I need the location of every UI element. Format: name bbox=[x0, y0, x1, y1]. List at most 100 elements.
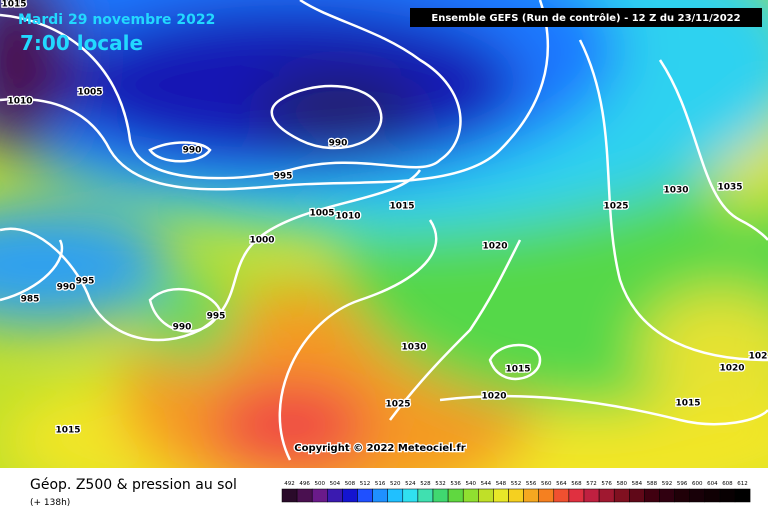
scale-cell bbox=[689, 488, 706, 503]
isobar-label: 990 bbox=[173, 323, 192, 333]
isobar-label: 1010 bbox=[335, 212, 360, 222]
isobar-lines bbox=[0, 0, 768, 461]
scale-label: 496 bbox=[299, 481, 310, 487]
isobar-label: 1015 bbox=[389, 202, 414, 212]
scale-cell bbox=[432, 488, 449, 503]
run-info: Ensemble GEFS (Run de contrôle) - 12 Z d… bbox=[431, 12, 740, 24]
scale-label: 596 bbox=[677, 481, 688, 487]
scale-label: 548 bbox=[496, 481, 507, 487]
isobar-label: 1035 bbox=[717, 183, 742, 193]
scale-cell bbox=[387, 488, 404, 503]
isobar-label: 1030 bbox=[663, 186, 688, 196]
isobar-label: 990 bbox=[57, 283, 76, 293]
scale-label: 600 bbox=[692, 481, 703, 487]
scale-cell bbox=[583, 488, 600, 503]
scale-label: 584 bbox=[632, 481, 643, 487]
scale-cell bbox=[613, 488, 630, 503]
isobar-label: 1015 bbox=[675, 399, 700, 409]
scale-cell bbox=[719, 488, 736, 503]
copyright: Copyright © 2022 Meteociel.fr bbox=[294, 443, 465, 454]
isobar-label: 1005 bbox=[309, 209, 334, 219]
scale-label: 532 bbox=[435, 481, 446, 487]
scale-cell bbox=[523, 488, 539, 503]
scale-cell bbox=[538, 488, 555, 503]
scale-label: 528 bbox=[420, 481, 431, 487]
scale-cell bbox=[734, 488, 751, 503]
scale-label: 492 bbox=[284, 481, 295, 487]
isobar-label: 1025 bbox=[603, 202, 628, 212]
scale-label: 512 bbox=[360, 481, 371, 487]
isobar-label: 1020 bbox=[482, 242, 507, 252]
isobar-label: 1015 bbox=[505, 365, 530, 375]
legend-subtitle: (+ 138h) bbox=[30, 498, 70, 508]
scale-label: 576 bbox=[601, 481, 612, 487]
scale-cell bbox=[644, 488, 660, 503]
isobar-label: 995 bbox=[76, 277, 95, 287]
scale-cell bbox=[568, 488, 585, 503]
scale-cell bbox=[462, 488, 479, 503]
scale-cell bbox=[296, 488, 313, 503]
isobar-label: 995 bbox=[207, 312, 226, 322]
scale-label: 504 bbox=[330, 481, 341, 487]
scale-cell bbox=[402, 488, 419, 503]
scale-cell bbox=[447, 488, 464, 503]
scale-label: 612 bbox=[737, 481, 748, 487]
scale-label: 564 bbox=[556, 481, 567, 487]
scale-label: 568 bbox=[571, 481, 582, 487]
scale-label: 588 bbox=[647, 481, 658, 487]
scale-cell bbox=[674, 488, 690, 503]
scale-label: 592 bbox=[662, 481, 673, 487]
scale-cell bbox=[372, 488, 388, 503]
scale-cell bbox=[493, 488, 509, 503]
scale-label: 500 bbox=[315, 481, 326, 487]
isobar-label: 1015 bbox=[1, 0, 26, 10]
scale-cell bbox=[417, 488, 434, 503]
scale-cell bbox=[629, 488, 645, 503]
scale-cell bbox=[327, 488, 343, 503]
isobar-label: 1025 bbox=[385, 400, 410, 410]
isobar-label: 1030 bbox=[401, 343, 426, 353]
scale-label: 536 bbox=[450, 481, 461, 487]
isobar-label: 990 bbox=[329, 139, 348, 149]
color-scale: 492 496 500 504 508 512 516 520 524 528 532 536 540 5… bbox=[281, 481, 751, 503]
run-box bbox=[410, 8, 762, 27]
scale-cell bbox=[659, 488, 675, 503]
scale-label: 608 bbox=[722, 481, 733, 487]
scale-label: 604 bbox=[707, 481, 718, 487]
scale-label: 508 bbox=[345, 481, 356, 487]
scale-label: 560 bbox=[541, 481, 552, 487]
scale-cell bbox=[478, 488, 494, 503]
scale-label: 552 bbox=[511, 481, 522, 487]
legend-title: Géop. Z500 & pression au sol bbox=[30, 477, 237, 493]
isobar-label: 990 bbox=[183, 146, 202, 156]
scale-label: 572 bbox=[586, 481, 597, 487]
isobar-label: 1020 bbox=[719, 364, 744, 374]
isobar-label: 985 bbox=[21, 295, 40, 305]
isobar-label: 1000 bbox=[249, 236, 274, 246]
time: 7:00 locale bbox=[20, 31, 143, 55]
scale-cell bbox=[342, 488, 358, 503]
isobar-label: 1005 bbox=[77, 88, 102, 98]
scale-label: 544 bbox=[481, 481, 492, 487]
date: Mardi 29 novembre 2022 bbox=[18, 12, 215, 28]
scale-cell bbox=[704, 488, 721, 503]
isobar-label: 1020 bbox=[481, 392, 506, 402]
scale-cell bbox=[598, 488, 615, 503]
scale-cell bbox=[281, 488, 298, 503]
scale-label: 580 bbox=[617, 481, 628, 487]
scale-cell bbox=[311, 488, 328, 503]
scale-label: 516 bbox=[375, 481, 386, 487]
isobar-label: 995 bbox=[274, 172, 293, 182]
isobar-label: 102 bbox=[749, 352, 768, 362]
scale-cell bbox=[553, 488, 570, 503]
isobar-label: 1010 bbox=[7, 97, 32, 107]
scale-label: 556 bbox=[526, 481, 537, 487]
scale-cell bbox=[508, 488, 524, 503]
scale-cell bbox=[357, 488, 373, 503]
scale-label: 540 bbox=[466, 481, 477, 487]
scale-label: 524 bbox=[405, 481, 416, 487]
